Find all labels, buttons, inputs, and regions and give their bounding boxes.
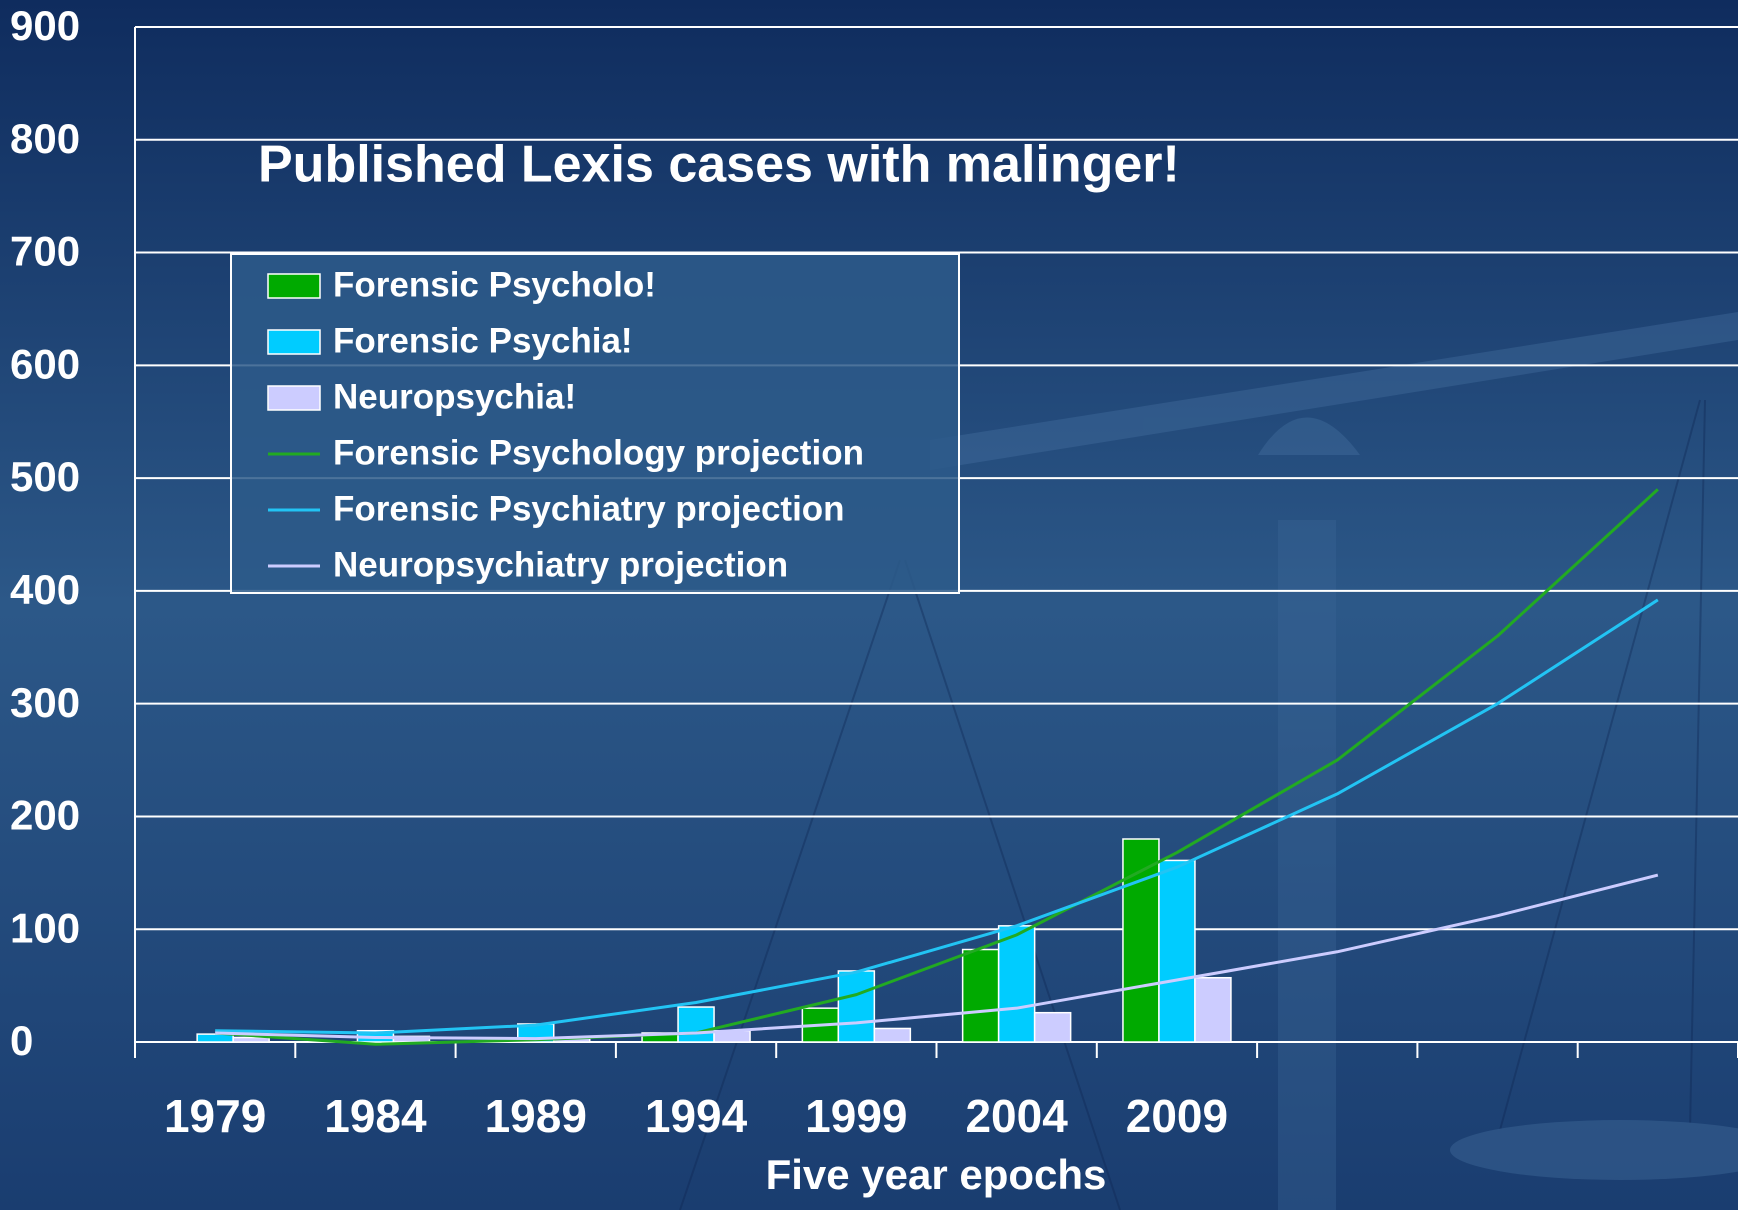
y-tick-label: 0 xyxy=(10,1017,33,1064)
x-tick-label: 2004 xyxy=(965,1090,1068,1142)
y-tick-label: 900 xyxy=(10,2,80,49)
y-tick-label: 700 xyxy=(10,228,80,275)
bar xyxy=(837,970,876,1043)
legend-label: Neuropsychia! xyxy=(333,377,576,416)
bar xyxy=(232,1036,270,1043)
bar xyxy=(873,1027,912,1043)
projection-line xyxy=(215,873,1659,1041)
bar xyxy=(1194,976,1232,1043)
x-tick-label: 1979 xyxy=(164,1090,266,1142)
x-tick-label: 1989 xyxy=(485,1090,587,1142)
y-tick-label: 800 xyxy=(10,115,80,162)
scales-decoration xyxy=(679,312,1738,1210)
plot xyxy=(196,488,1659,1046)
x-tick-label: 1999 xyxy=(805,1090,907,1142)
legend-swatch xyxy=(267,385,321,411)
y-tick-label: 500 xyxy=(10,453,80,500)
legend-swatch xyxy=(267,273,321,299)
x-axis-title: Five year epochs xyxy=(766,1151,1107,1198)
y-tick-label: 100 xyxy=(10,904,80,951)
grid: 0 100 200 300 400 500 600 700 800 900 1979 1984 1989… xyxy=(10,2,1738,1142)
x-tick-label: 1984 xyxy=(324,1090,427,1142)
legend-box xyxy=(230,253,960,594)
legend-label: Forensic Psycholo! xyxy=(333,265,656,304)
y-tick-label: 300 xyxy=(10,679,80,726)
bar xyxy=(1122,838,1160,1043)
legend-label: Neuropsychiatry projection xyxy=(333,545,788,584)
bar xyxy=(961,948,1000,1043)
x-tick-label: 2009 xyxy=(1126,1090,1228,1142)
chart-title: Published Lexis cases with malinger! xyxy=(258,136,1180,194)
bar xyxy=(1033,1011,1072,1043)
projection-line xyxy=(215,488,1659,1046)
legend-swatch xyxy=(267,329,321,355)
x-tick-label: 1994 xyxy=(645,1090,748,1142)
bar xyxy=(997,925,1036,1043)
legend-label: Forensic Psychia! xyxy=(333,321,633,360)
y-tick-label: 200 xyxy=(10,792,80,839)
y-tick-label: 400 xyxy=(10,566,80,613)
legend: Forensic Psycholo! Forensic Psychia! Neuro… xyxy=(230,253,960,594)
bar xyxy=(677,1006,715,1043)
legend-label: Forensic Psychiatry projection xyxy=(333,489,845,528)
y-tick-label: 600 xyxy=(10,340,80,387)
bar xyxy=(1158,859,1196,1043)
legend-label: Forensic Psychology projection xyxy=(333,433,864,472)
projection-line xyxy=(215,598,1659,1035)
